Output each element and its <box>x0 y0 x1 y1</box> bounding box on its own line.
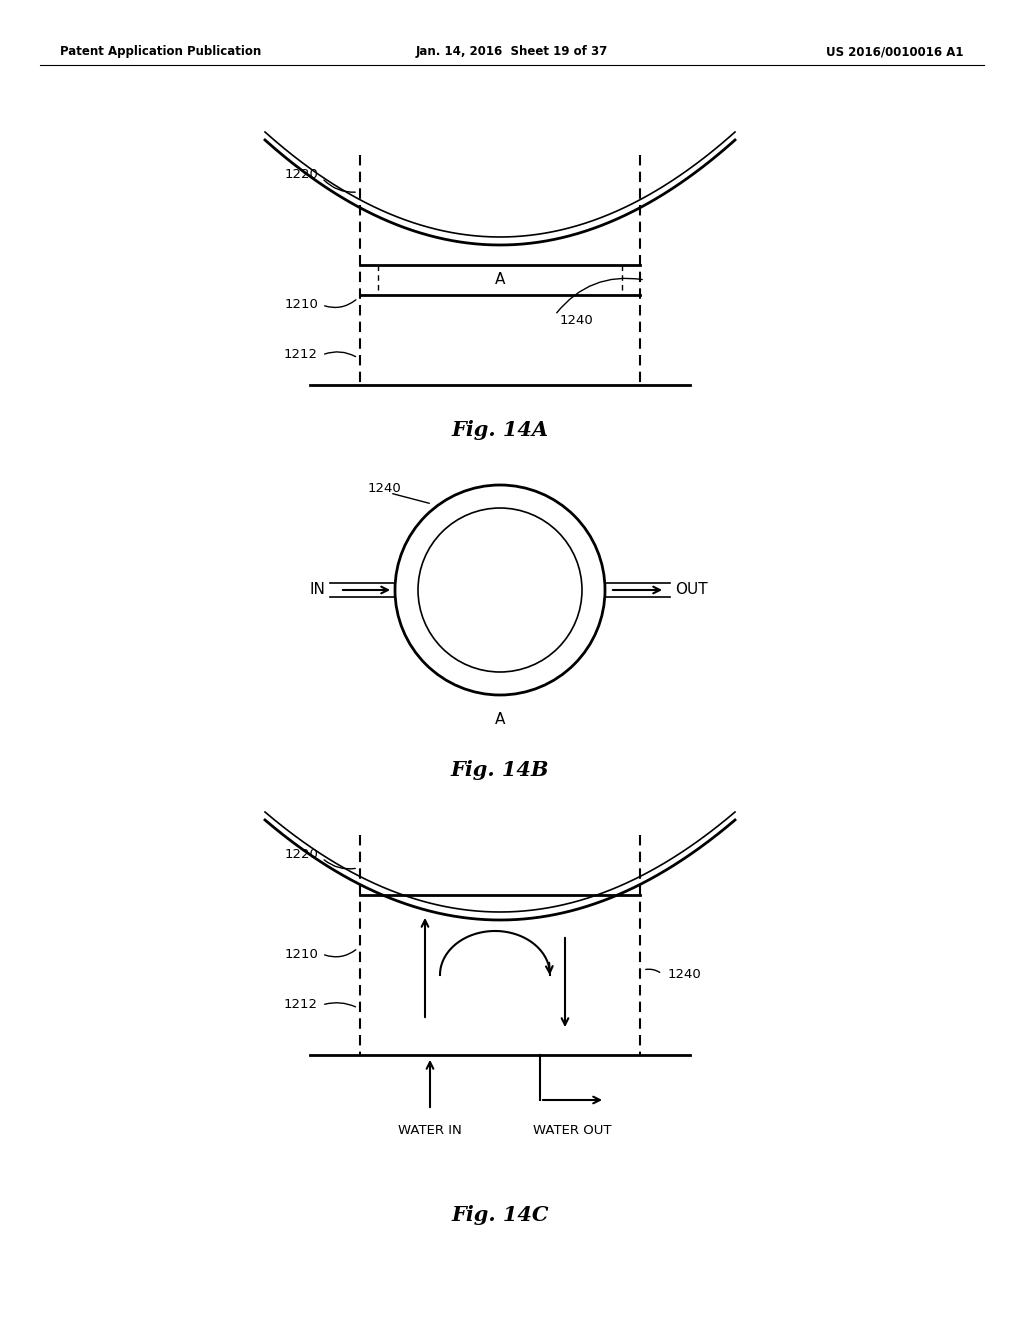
Text: A: A <box>495 272 505 288</box>
Text: 1240: 1240 <box>560 314 594 326</box>
Text: Patent Application Publication: Patent Application Publication <box>60 45 261 58</box>
Text: Jan. 14, 2016  Sheet 19 of 37: Jan. 14, 2016 Sheet 19 of 37 <box>416 45 608 58</box>
Text: 1220: 1220 <box>284 849 318 862</box>
Text: Fig. 14A: Fig. 14A <box>452 420 549 440</box>
Text: WATER OUT: WATER OUT <box>532 1123 611 1137</box>
Text: OUT: OUT <box>675 582 708 598</box>
Text: US 2016/0010016 A1: US 2016/0010016 A1 <box>826 45 964 58</box>
Text: 1220: 1220 <box>284 169 318 181</box>
Text: 1212: 1212 <box>284 348 318 362</box>
Text: 1210: 1210 <box>284 298 318 312</box>
Text: 1210: 1210 <box>284 949 318 961</box>
Text: 1212: 1212 <box>284 998 318 1011</box>
Text: 1240: 1240 <box>368 482 401 495</box>
Text: IN: IN <box>309 582 325 598</box>
Text: 1240: 1240 <box>668 969 701 982</box>
Text: WATER IN: WATER IN <box>398 1123 462 1137</box>
Text: Fig. 14B: Fig. 14B <box>451 760 549 780</box>
Text: A: A <box>495 713 505 727</box>
Text: Fig. 14C: Fig. 14C <box>452 1205 549 1225</box>
